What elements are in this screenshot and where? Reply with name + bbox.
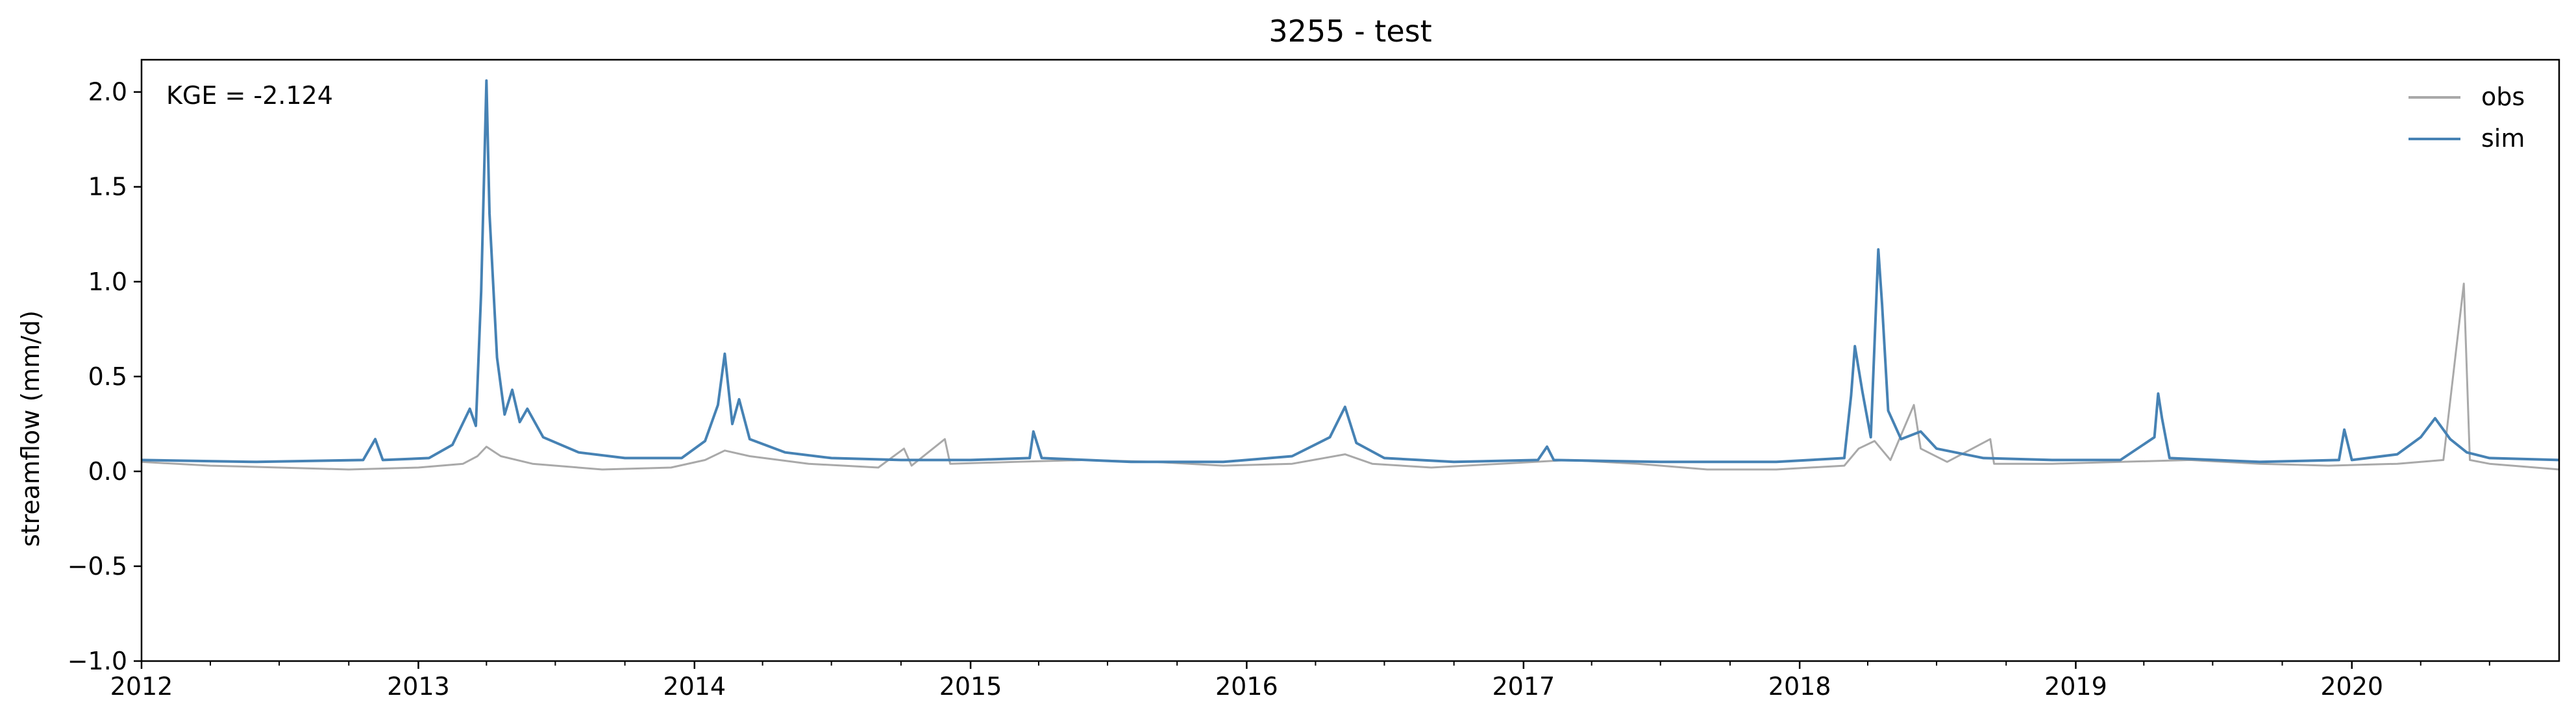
- x-tick-label: 2020: [2320, 672, 2383, 701]
- y-axis-label: streamflow (mm/d): [16, 310, 45, 547]
- y-tick-label: 0.0: [88, 457, 127, 486]
- x-tick-label: 2019: [2044, 672, 2107, 701]
- series-line-sim: [141, 79, 2560, 464]
- y-tick-label: 1.5: [88, 173, 127, 201]
- x-tick-label: 2016: [1215, 672, 1278, 701]
- plot-area: −1.0 −0.5 0.0 0.5 1.0 1.5 2.0 2012 2013 2014 2015 2…: [68, 58, 2560, 701]
- x-tick-label: 2014: [663, 672, 726, 701]
- series-line-obs: [141, 282, 2560, 471]
- x-tick-label: 2012: [110, 672, 173, 701]
- y-tick-label: −0.5: [68, 552, 127, 581]
- x-tick-label: 2013: [387, 672, 450, 701]
- legend-sim-label: sim: [2481, 124, 2525, 153]
- y-tick-label: 0.5: [88, 362, 127, 391]
- kge-annotation: KGE = -2.124: [166, 81, 333, 110]
- y-tick-label: 2.0: [88, 78, 127, 106]
- legend-obs-label: obs: [2481, 82, 2525, 111]
- x-tick-label: 2017: [1492, 672, 1555, 701]
- y-tick-label: −1.0: [68, 647, 127, 675]
- chart-title: 3255 - test: [1269, 14, 1431, 49]
- legend: obs sim: [2409, 82, 2525, 153]
- y-tick-label: 1.0: [88, 268, 127, 296]
- x-tick-label: 2018: [1768, 672, 1831, 701]
- x-tick-label: 2015: [939, 672, 1002, 701]
- plot-frame: [140, 58, 2560, 662]
